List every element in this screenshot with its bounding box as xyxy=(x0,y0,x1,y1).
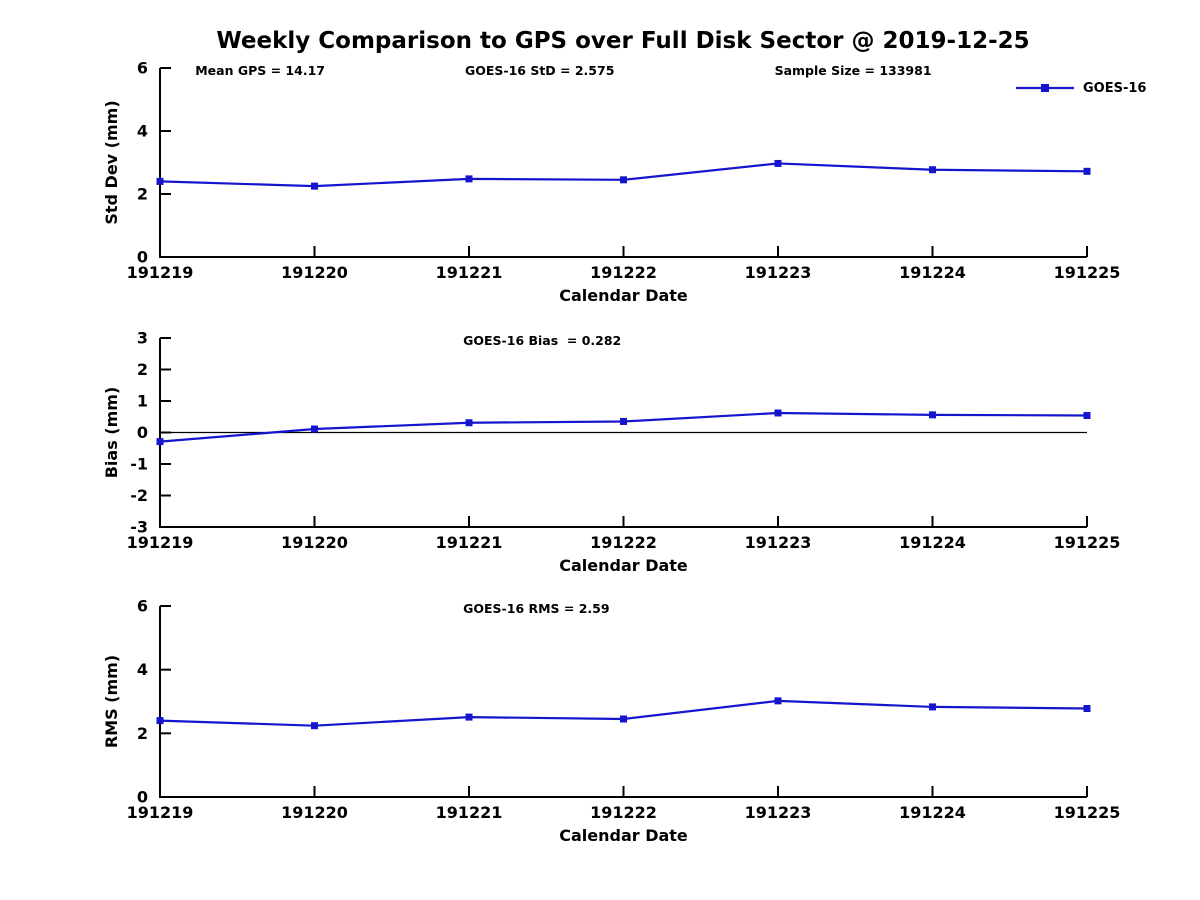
x-axis-title: Calendar Date xyxy=(559,826,688,845)
annotation: GOES-16 RMS = 2.59 xyxy=(463,601,609,616)
x-tick-label: 191220 xyxy=(281,533,348,552)
x-tick-label: 191223 xyxy=(745,803,812,822)
x-tick-label: 191225 xyxy=(1054,803,1121,822)
x-tick-label: 191219 xyxy=(127,803,194,822)
x-tick-label: 191222 xyxy=(590,533,657,552)
y-tick-label: 0 xyxy=(137,423,148,442)
data-point xyxy=(620,715,627,723)
y-tick-label: 0 xyxy=(137,788,148,807)
x-axis-title: Calendar Date xyxy=(559,286,688,305)
data-point xyxy=(156,717,164,725)
data-point xyxy=(620,176,627,184)
x-tick-label: 191222 xyxy=(590,263,657,282)
y-tick-label: -1 xyxy=(130,455,148,474)
y-tick-label: 2 xyxy=(137,724,148,743)
x-tick-label: 191220 xyxy=(281,263,348,282)
axes xyxy=(159,606,1087,798)
y-tick-label: 2 xyxy=(137,185,148,204)
x-tick-label: 191225 xyxy=(1054,533,1121,552)
x-tick-label: 191223 xyxy=(745,263,812,282)
data-point xyxy=(1083,705,1091,713)
x-tick-label: 191219 xyxy=(127,263,194,282)
data-point xyxy=(311,425,318,433)
data-point xyxy=(774,159,782,167)
data-point xyxy=(311,722,318,730)
y-tick-label: 4 xyxy=(137,660,148,679)
y-tick-label: 1 xyxy=(137,392,148,411)
data-point xyxy=(156,438,164,446)
subplot-rms: 0 2 4 6 191219 191220 191221 191222 191223 191224… xyxy=(102,597,1120,846)
data-point xyxy=(774,409,782,417)
x-tick-label: 191220 xyxy=(281,803,348,822)
data-point xyxy=(774,697,782,705)
data-point xyxy=(465,713,473,721)
y-axis-title: Std Dev (mm) xyxy=(102,100,121,224)
x-tick-label: 191221 xyxy=(436,803,503,822)
x-tick-label: 191225 xyxy=(1054,263,1121,282)
y-tick-label: -3 xyxy=(130,518,148,537)
x-tick-label: 191221 xyxy=(436,263,503,282)
y-tick-label: 6 xyxy=(137,59,148,78)
data-point xyxy=(465,419,473,427)
x-axis-title: Calendar Date xyxy=(559,556,688,575)
annotation: Mean GPS = 14.17 xyxy=(195,63,325,78)
data-point xyxy=(311,182,318,190)
data-point xyxy=(929,166,936,174)
x-tick-label: 191221 xyxy=(436,533,503,552)
y-tick-label: 6 xyxy=(137,597,148,616)
annotation: GOES-16 Bias = 0.282 xyxy=(463,333,621,348)
annotation: Sample Size = 133981 xyxy=(775,63,932,78)
y-tick-label: -2 xyxy=(130,486,148,505)
data-point xyxy=(1083,167,1091,175)
data-point xyxy=(929,411,936,419)
y-axis-title: RMS (mm) xyxy=(102,655,121,748)
y-axis-title: Bias (mm) xyxy=(102,387,121,479)
subplot-bias: -3 -2 -1 0 1 2 3 191219 191220 191221 191222 191223… xyxy=(102,329,1120,576)
y-tick-label: 0 xyxy=(137,248,148,267)
annotation: GOES-16 StD = 2.575 xyxy=(465,63,614,78)
x-tick-label: 191224 xyxy=(899,533,966,552)
data-point xyxy=(1083,411,1091,419)
axes xyxy=(159,68,1087,258)
legend-label: GOES-16 xyxy=(1083,80,1147,96)
data-point xyxy=(929,703,936,711)
legend-marker-icon xyxy=(1016,84,1074,92)
data-point xyxy=(620,417,627,425)
x-tick-label: 191224 xyxy=(899,263,966,282)
legend: GOES-16 xyxy=(1014,80,1146,96)
y-tick-label: 4 xyxy=(137,122,148,141)
subplot-std-dev: 0 2 4 6 191219 191220 191221 191222 191223 191224… xyxy=(102,59,1120,306)
y-tick-label: 2 xyxy=(137,360,148,379)
data-point xyxy=(156,177,164,185)
y-tick-label: 3 xyxy=(137,329,148,348)
data-point xyxy=(465,175,473,183)
chart-title: Weekly Comparison to GPS over Full Disk … xyxy=(216,28,1030,54)
series-line xyxy=(159,411,1088,443)
x-tick-label: 191219 xyxy=(127,533,194,552)
x-tick-label: 191224 xyxy=(899,803,966,822)
x-tick-label: 191222 xyxy=(590,803,657,822)
x-tick-label: 191223 xyxy=(745,533,812,552)
